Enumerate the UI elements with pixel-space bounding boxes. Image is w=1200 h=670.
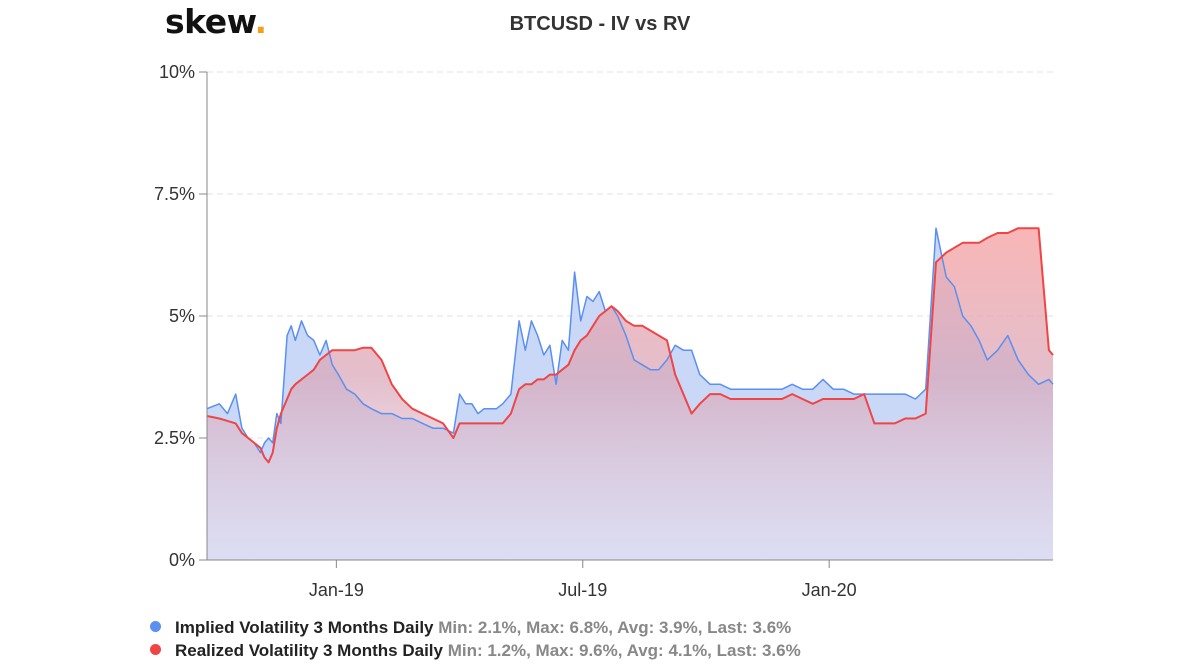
legend-stats-iv: Min: 2.1%, Max: 6.8%, Avg: 3.9%, Last: 3… bbox=[438, 618, 792, 637]
rv-area bbox=[207, 228, 1053, 560]
legend-name-rv: Realized Volatility 3 Months Daily bbox=[175, 641, 443, 660]
legend-stats-rv: Min: 1.2%, Max: 9.6%, Avg: 4.1%, Last: 3… bbox=[447, 641, 801, 660]
legend-name-iv: Implied Volatility 3 Months Daily bbox=[175, 618, 434, 637]
legend-marker-rv bbox=[150, 644, 161, 655]
x-tick-label: Jan-20 bbox=[802, 580, 857, 600]
y-tick-label: 5% bbox=[169, 306, 195, 326]
iv-line bbox=[206, 227, 1054, 454]
x-tick-label: Jan-19 bbox=[309, 580, 364, 600]
y-tick-label: 2.5% bbox=[154, 428, 195, 448]
legend-marker-iv bbox=[150, 621, 161, 632]
logo-dot: . bbox=[254, 2, 267, 41]
rv-line bbox=[206, 227, 1054, 464]
legend-item-iv[interactable]: Implied Volatility 3 Months Daily Min: 2… bbox=[150, 618, 791, 638]
logo-text: skew bbox=[165, 2, 255, 41]
chart-plot: 0% 2.5% 5% 7.5% 10% Jan-19 Jul-19 Jan-20 bbox=[154, 62, 1054, 600]
chart-title: BTCUSD - IV vs RV bbox=[509, 13, 691, 35]
y-tick-label: 7.5% bbox=[154, 184, 195, 204]
skew-logo: skew. bbox=[165, 2, 267, 41]
y-tick-label: 10% bbox=[159, 62, 195, 82]
x-tick-label: Jul-19 bbox=[558, 580, 607, 600]
legend-item-rv[interactable]: Realized Volatility 3 Months Daily Min: … bbox=[150, 641, 801, 661]
y-tick-label: 0% bbox=[169, 550, 195, 570]
